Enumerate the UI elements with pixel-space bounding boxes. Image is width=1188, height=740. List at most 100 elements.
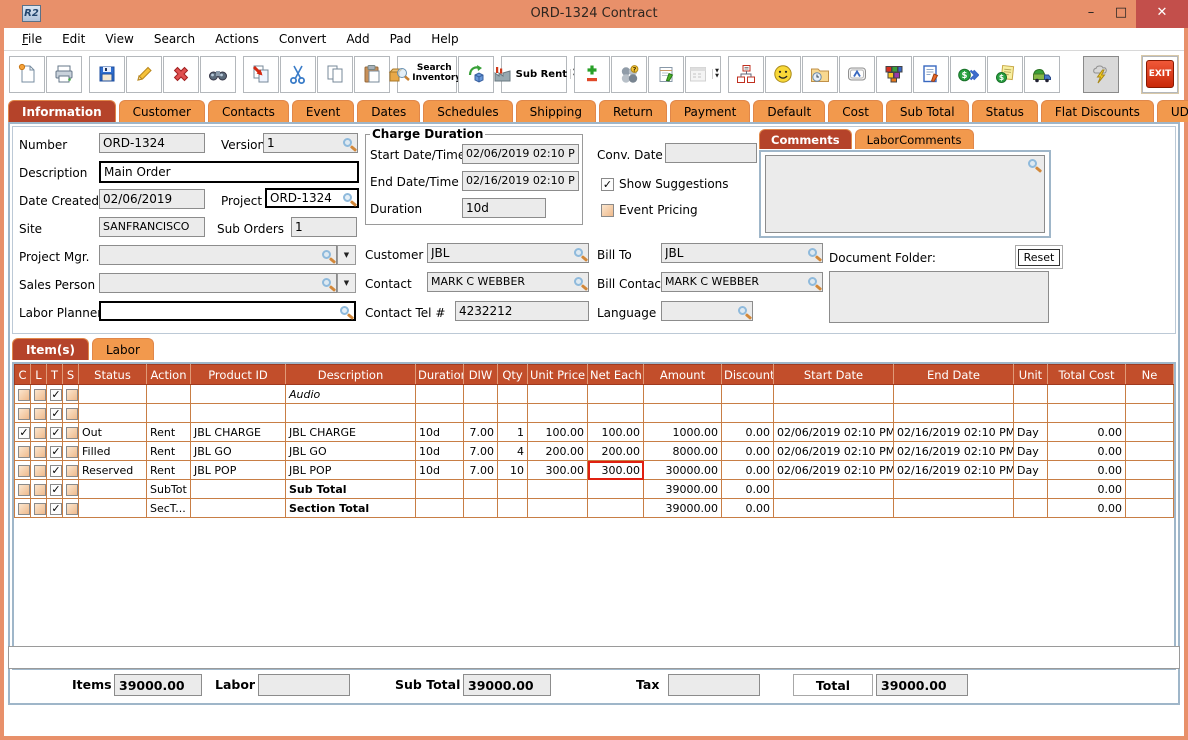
cell[interactable]: [1047, 384, 1126, 404]
cell[interactable]: [497, 384, 528, 404]
column-header-unit-price[interactable]: Unit Price: [527, 364, 588, 385]
check-cell[interactable]: ✓: [46, 422, 63, 442]
availability-button[interactable]: ?: [611, 55, 647, 93]
check-cell[interactable]: [30, 460, 47, 480]
comments-textarea[interactable]: [765, 155, 1045, 233]
tab-customer[interactable]: Customer: [118, 100, 205, 122]
cell[interactable]: 7.00: [463, 422, 498, 442]
description-field[interactable]: Main Order: [99, 161, 359, 183]
cell[interactable]: [1013, 479, 1048, 499]
table-row[interactable]: ✓: [14, 403, 1174, 423]
row-checkbox[interactable]: ✓: [50, 388, 62, 401]
cell[interactable]: 300.00: [527, 460, 588, 480]
cell[interactable]: 0.00: [1047, 498, 1126, 518]
language-search-icon[interactable]: [738, 305, 749, 317]
minimize-button[interactable]: –: [1087, 5, 1095, 20]
sales-person-search-icon[interactable]: [322, 277, 333, 289]
cell[interactable]: [190, 479, 286, 499]
paste-button[interactable]: [354, 55, 390, 93]
customer-search-icon[interactable]: [574, 247, 585, 259]
row-checkbox[interactable]: [34, 483, 46, 496]
check-cell[interactable]: [62, 460, 79, 480]
cell[interactable]: [78, 479, 147, 499]
check-cell[interactable]: [14, 384, 31, 404]
row-checkbox[interactable]: ✓: [50, 445, 62, 458]
cell[interactable]: [463, 479, 498, 499]
column-header-product-id[interactable]: Product ID: [190, 364, 286, 385]
cell[interactable]: [415, 479, 464, 499]
contact-search-icon[interactable]: [574, 276, 585, 288]
sales-person-field[interactable]: [99, 273, 337, 293]
cell[interactable]: 1000.00: [643, 422, 722, 442]
cell[interactable]: 0.00: [721, 460, 774, 480]
cell[interactable]: 200.00: [527, 441, 588, 461]
cell[interactable]: JBL POP: [190, 460, 286, 480]
tab-comments[interactable]: Comments: [759, 129, 852, 149]
check-cell[interactable]: [14, 479, 31, 499]
row-checkbox[interactable]: ✓: [50, 426, 62, 439]
cell[interactable]: 30000.00: [643, 460, 722, 480]
row-checkbox[interactable]: [66, 502, 78, 515]
cell[interactable]: Audio: [285, 384, 416, 404]
check-cell[interactable]: [62, 498, 79, 518]
column-header-diw[interactable]: DIW: [463, 364, 498, 385]
row-checkbox[interactable]: [34, 502, 46, 515]
tab-cost[interactable]: Cost: [828, 100, 883, 122]
date-created-field[interactable]: 02/06/2019: [99, 189, 205, 209]
calendar-button[interactable]: ▼ ▼: [685, 55, 721, 93]
maximize-button[interactable]: □: [1114, 5, 1128, 20]
find-binoculars-button[interactable]: [200, 55, 236, 93]
column-header-amount[interactable]: Amount: [643, 364, 722, 385]
sub-orders-field[interactable]: 1: [291, 217, 357, 237]
cell[interactable]: [497, 479, 528, 499]
truck-button[interactable]: [1024, 55, 1060, 93]
edit-pencil-button[interactable]: [126, 55, 162, 93]
column-header-qty[interactable]: Qty: [497, 364, 528, 385]
cell[interactable]: [415, 498, 464, 518]
tab-item-s[interactable]: Item(s): [12, 338, 89, 360]
table-row[interactable]: ✓ ✓ Out Rent JBL CHARGE JBL CHARGE 10d 7.00 1 100…: [14, 422, 1174, 442]
cell[interactable]: [773, 479, 894, 499]
check-cell[interactable]: ✓: [14, 422, 31, 442]
row-checkbox[interactable]: ✓: [50, 483, 62, 496]
cell[interactable]: 0.00: [721, 422, 774, 442]
check-cell[interactable]: [30, 403, 47, 423]
start-datetime-field[interactable]: 02/06/2019 02:10 PM: [462, 144, 579, 164]
cell[interactable]: Reserved: [78, 460, 147, 480]
hierarchy-button[interactable]: [728, 55, 764, 93]
cell[interactable]: [643, 384, 722, 404]
end-datetime-field[interactable]: 02/16/2019 02:10 PM: [462, 171, 579, 191]
column-header-ne[interactable]: Ne: [1125, 364, 1174, 385]
check-cell[interactable]: ✓: [46, 460, 63, 480]
cell[interactable]: [190, 384, 286, 404]
cell[interactable]: [527, 384, 588, 404]
column-header-net-each[interactable]: Net Each: [587, 364, 644, 385]
cell[interactable]: Day: [1013, 441, 1048, 461]
menu-help[interactable]: Help: [431, 32, 459, 46]
menu-file[interactable]: File: [22, 32, 43, 46]
smiley-button[interactable]: [765, 55, 801, 93]
cell[interactable]: [721, 403, 774, 423]
labor-planner-search-icon[interactable]: [340, 305, 351, 317]
cell[interactable]: 02/06/2019 02:10 PM: [773, 460, 894, 480]
row-checkbox[interactable]: [18, 407, 30, 420]
cell[interactable]: 0.00: [721, 441, 774, 461]
tab-event[interactable]: Event: [291, 100, 355, 122]
show-suggestions-checkbox[interactable]: ✓: [601, 177, 614, 191]
cell[interactable]: 02/06/2019 02:10 PM: [773, 422, 894, 442]
cell[interactable]: JBL CHARGE: [285, 422, 416, 442]
check-cell[interactable]: [62, 441, 79, 461]
cell[interactable]: Day: [1013, 460, 1048, 480]
cell[interactable]: [1013, 498, 1048, 518]
cell[interactable]: [893, 403, 1014, 423]
column-header-status[interactable]: Status: [78, 364, 147, 385]
copy-button[interactable]: [317, 55, 353, 93]
row-checkbox[interactable]: [66, 464, 78, 477]
menu-convert[interactable]: Convert: [278, 32, 327, 46]
cell[interactable]: 200.00: [587, 441, 644, 461]
row-checkbox[interactable]: [66, 388, 78, 401]
cell[interactable]: 7.00: [463, 460, 498, 480]
check-cell[interactable]: ✓: [46, 441, 63, 461]
row-checkbox[interactable]: [34, 464, 46, 477]
cell[interactable]: 0.00: [1047, 441, 1126, 461]
